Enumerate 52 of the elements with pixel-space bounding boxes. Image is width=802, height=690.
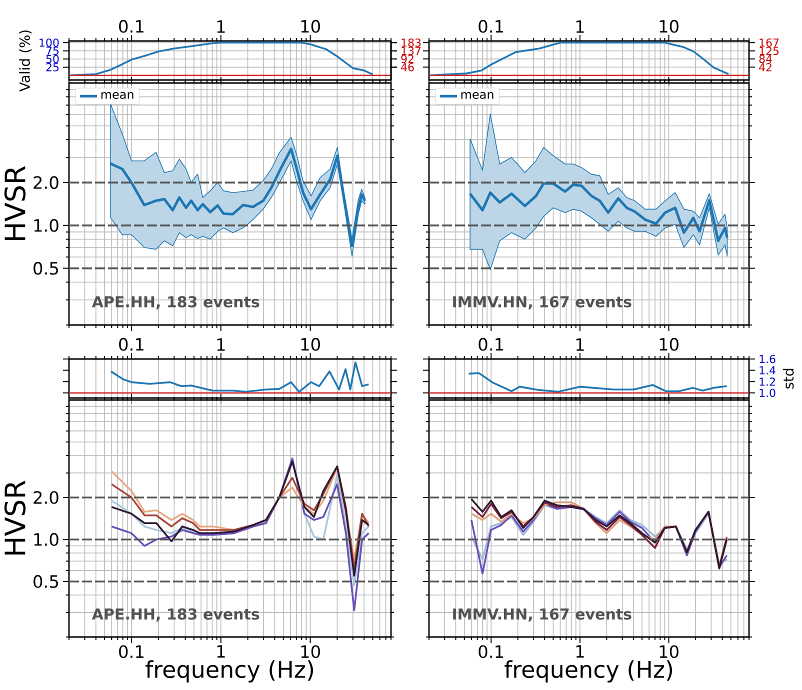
y-axis-title: Valid (%) <box>19 30 32 92</box>
y2-tick-label: 46 <box>401 63 414 72</box>
x-tick-label: 1 <box>576 645 584 658</box>
y2-tick-label: 137 <box>402 46 421 56</box>
y-tick-label: 125 <box>760 46 779 56</box>
x-tick-label: 10 <box>660 20 678 33</box>
y-tick-label: 84 <box>759 54 772 64</box>
y-tick-label: 50 <box>46 54 59 64</box>
x-tick-label: 0.1 <box>119 20 144 33</box>
y-tick-label: 1.6 <box>760 354 776 364</box>
y2-tick-label: 183 <box>402 38 421 47</box>
x-tick-label: 10 <box>301 20 320 33</box>
y-tick-label: 0.5 <box>34 262 58 275</box>
x-tick-label: 10 <box>660 645 678 658</box>
y-tick-label: 1.0 <box>34 218 58 232</box>
y-axis-title: std <box>782 368 794 389</box>
y-tick-label: 100 <box>40 38 59 47</box>
x-tick-label: 10 <box>301 338 320 351</box>
y2-tick-label: 92 <box>401 54 414 64</box>
x-tick-label: 0.1 <box>478 20 504 33</box>
y-axis-title: HVSR <box>4 480 26 554</box>
legend-label: mean <box>461 92 494 99</box>
y-tick-label: 25 <box>46 63 59 72</box>
annotation: IMMV.HN, 167 events <box>453 608 632 622</box>
x-axis-title: frequency (Hz) <box>504 660 672 683</box>
annotation: APE.HH, 183 events <box>92 608 260 622</box>
y-tick-label: 1.0 <box>34 533 58 546</box>
x-tick-label: 10 <box>660 338 678 351</box>
y-tick-label: 0.5 <box>34 575 58 588</box>
x-tick-label: 1 <box>217 20 225 33</box>
y-tick-label: 42 <box>759 63 772 72</box>
y-tick-label: 1.0 <box>760 388 776 398</box>
x-tick-label: 0.1 <box>119 338 144 351</box>
y-tick-label: 1.2 <box>760 378 775 386</box>
y-tick-label: 2.0 <box>34 176 58 189</box>
annotation: IMMV.HN, 167 events <box>453 296 632 310</box>
annotation: APE.HH, 183 events <box>92 296 260 310</box>
y-tick-label: 167 <box>760 38 779 47</box>
legend-label: mean <box>101 92 134 99</box>
y-axis-title: HVSR <box>4 166 26 240</box>
y-tick-label: 2.0 <box>34 491 58 504</box>
x-tick-label: 0.1 <box>119 645 144 658</box>
x-tick-label: 1 <box>576 338 584 351</box>
x-tick-label: 1 <box>217 645 225 658</box>
x-tick-label: 1 <box>217 338 225 351</box>
y-tick-label: 1.4 <box>760 366 776 374</box>
y-tick-label: 75 <box>46 46 59 55</box>
x-tick-label: 0.1 <box>478 645 504 658</box>
x-tick-label: 10 <box>301 645 320 658</box>
x-tick-label: 1 <box>576 20 584 33</box>
x-tick-label: 0.1 <box>478 338 504 351</box>
x-axis-title: frequency (Hz) <box>146 660 314 683</box>
